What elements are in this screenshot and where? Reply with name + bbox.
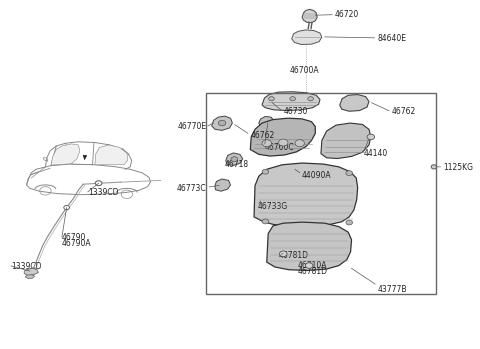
Text: 46773C: 46773C bbox=[177, 184, 206, 193]
Text: 84640E: 84640E bbox=[377, 35, 407, 43]
Text: 46790A: 46790A bbox=[62, 239, 92, 248]
Circle shape bbox=[279, 251, 287, 257]
Polygon shape bbox=[292, 30, 322, 44]
Circle shape bbox=[295, 140, 304, 147]
Bar bbox=[205, 93, 436, 295]
Text: 46720: 46720 bbox=[335, 10, 360, 19]
Text: 46718: 46718 bbox=[224, 160, 249, 169]
Circle shape bbox=[96, 181, 102, 186]
Text: 46781D: 46781D bbox=[278, 251, 309, 260]
Text: 46790: 46790 bbox=[62, 233, 86, 242]
Text: 46762: 46762 bbox=[392, 107, 416, 117]
Circle shape bbox=[308, 97, 313, 101]
Polygon shape bbox=[215, 179, 230, 191]
Text: 1339CD: 1339CD bbox=[11, 262, 42, 271]
Polygon shape bbox=[259, 117, 274, 127]
Circle shape bbox=[262, 169, 269, 174]
Polygon shape bbox=[267, 222, 351, 270]
Polygon shape bbox=[262, 92, 320, 111]
Polygon shape bbox=[95, 145, 128, 165]
Text: 46710A: 46710A bbox=[298, 261, 327, 270]
Circle shape bbox=[367, 134, 374, 140]
Circle shape bbox=[431, 165, 437, 169]
Circle shape bbox=[64, 206, 70, 210]
Text: 46730: 46730 bbox=[283, 107, 308, 117]
Polygon shape bbox=[83, 155, 87, 160]
Polygon shape bbox=[25, 275, 35, 279]
Circle shape bbox=[278, 139, 288, 146]
Polygon shape bbox=[24, 268, 38, 275]
Circle shape bbox=[262, 140, 272, 147]
Polygon shape bbox=[51, 144, 80, 165]
Polygon shape bbox=[226, 153, 243, 165]
Polygon shape bbox=[302, 9, 317, 23]
Text: 44140: 44140 bbox=[363, 149, 387, 158]
Text: 1125KG: 1125KG bbox=[444, 163, 473, 172]
Text: 46760C: 46760C bbox=[264, 143, 294, 152]
Circle shape bbox=[346, 171, 352, 176]
Polygon shape bbox=[321, 123, 371, 158]
Text: 43777B: 43777B bbox=[377, 285, 407, 295]
Text: 1339CD: 1339CD bbox=[88, 188, 118, 197]
Text: 46770E: 46770E bbox=[178, 122, 206, 131]
Polygon shape bbox=[250, 118, 315, 156]
Text: 46733G: 46733G bbox=[257, 202, 288, 211]
Circle shape bbox=[290, 97, 296, 101]
Circle shape bbox=[262, 219, 269, 224]
Circle shape bbox=[346, 220, 352, 225]
Circle shape bbox=[30, 268, 36, 272]
Circle shape bbox=[305, 263, 313, 268]
Polygon shape bbox=[340, 95, 369, 111]
Text: 46700A: 46700A bbox=[289, 66, 319, 75]
Text: 46781D: 46781D bbox=[298, 267, 327, 276]
Polygon shape bbox=[254, 163, 358, 226]
Circle shape bbox=[218, 120, 226, 126]
Text: 44090A: 44090A bbox=[302, 171, 332, 180]
Polygon shape bbox=[212, 116, 232, 131]
Text: 46762: 46762 bbox=[250, 131, 275, 140]
Circle shape bbox=[269, 97, 274, 101]
Polygon shape bbox=[35, 186, 56, 189]
Circle shape bbox=[231, 157, 238, 162]
